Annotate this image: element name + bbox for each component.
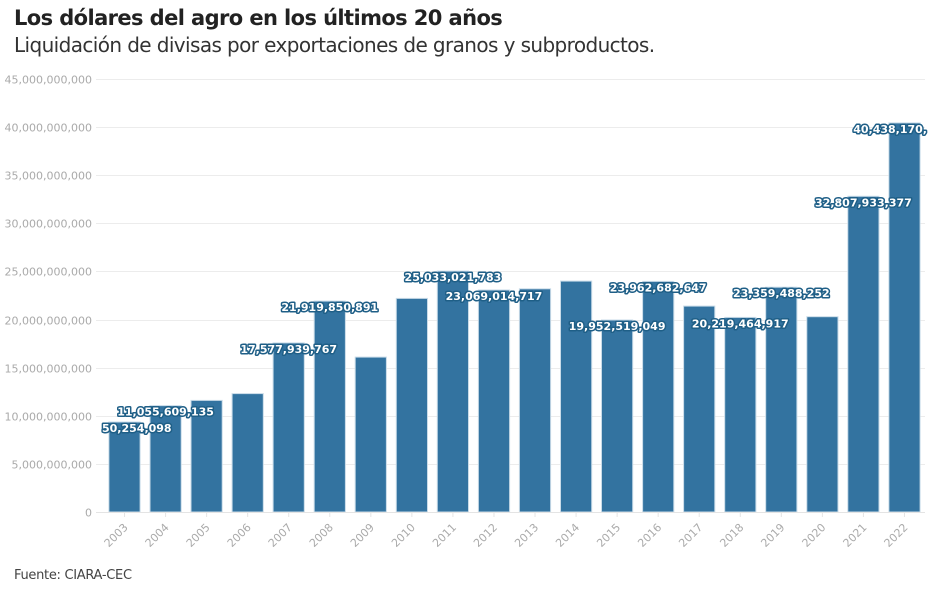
y-tick-label: 40,000,000,000 (5, 122, 92, 135)
bar-2021 (847, 195, 880, 513)
x-tick-label: 2013 (512, 521, 541, 550)
bars (108, 122, 921, 513)
x-tick-label: 2011 (430, 521, 459, 550)
y-tick-label: 0 (85, 507, 92, 520)
x-tick-label: 2018 (717, 521, 746, 550)
bar-2020 (806, 316, 839, 513)
bar-2007 (272, 342, 305, 513)
bar-2016 (642, 280, 675, 513)
x-tick-label: 2003 (102, 521, 131, 550)
bar-2022 (888, 122, 921, 513)
data-label-2022: 40,438,170, (853, 123, 927, 136)
y-tick-label: 45,000,000,000 (5, 74, 92, 87)
x-tick-label: 2007 (266, 521, 295, 550)
x-tick-label: 2005 (184, 521, 213, 550)
data-label-2007: 17,577,939,767 (240, 343, 337, 356)
data-label-2003: 50,254,098 (102, 422, 172, 435)
data-label-2019: 23,359,488,252 (733, 287, 830, 300)
x-tick-label: 2009 (348, 521, 377, 550)
data-label-2021: 32,807,933,377 (815, 196, 912, 209)
data-label-2018: 20,219,464,917 (692, 317, 789, 330)
x-tick-label: 2022 (882, 521, 911, 550)
x-tick-label: 2010 (389, 521, 418, 550)
x-tick-label: 2017 (676, 521, 705, 550)
bar-2006 (231, 393, 264, 513)
x-tick-label: 2021 (841, 521, 870, 550)
data-label-2004: 11,055,609,135 (117, 406, 214, 419)
x-tick-label: 2014 (553, 521, 582, 550)
y-tick-label: 25,000,000,000 (5, 266, 92, 279)
data-label-2012: 23,069,014,717 (446, 290, 543, 303)
source-note: Fuente: CIARA-CEC (14, 568, 132, 583)
y-tick-label: 10,000,000,000 (5, 411, 92, 424)
y-tick-label: 30,000,000,000 (5, 218, 92, 231)
y-tick-label: 15,000,000,000 (5, 363, 92, 376)
bar-2013 (518, 288, 552, 513)
bar-2017 (683, 305, 716, 513)
bar-2015 (601, 319, 634, 513)
bar-2011 (436, 270, 469, 513)
data-labels: 50,254,098 11,055,609,135 17,577,939,767 21… (101, 121, 929, 436)
x-tick-label: 2019 (758, 521, 787, 550)
x-tick-label: 2020 (800, 521, 829, 550)
data-label-2011: 25,033,021,783 (405, 271, 502, 284)
x-tick-label: 2006 (225, 521, 254, 550)
y-axis: 0 5,000,000,000 10,000,000,000 15,000,000,0… (5, 74, 92, 520)
bar-2009 (354, 356, 387, 513)
chart-subtitle: Liquidación de divisas por exportaciones… (14, 33, 655, 57)
bar-2012 (477, 289, 511, 513)
y-tick-label: 35,000,000,000 (5, 170, 92, 183)
x-tick-label: 2012 (471, 521, 500, 550)
x-tick-label: 2015 (594, 521, 623, 550)
y-tick-label: 20,000,000,000 (5, 315, 92, 328)
chart-title: Los dólares del agro en los últimos 20 a… (14, 6, 503, 30)
bar-2003 (108, 421, 141, 513)
x-tick-label: 2008 (307, 521, 336, 550)
bar-2014 (560, 280, 593, 513)
data-label-2015: 19,952,519,049 (569, 320, 666, 333)
bar-2010 (395, 297, 428, 513)
data-label-2008: 21,919,850,891 (281, 301, 378, 314)
bar-2018 (724, 316, 757, 513)
y-tick-label: 5,000,000,000 (12, 459, 92, 472)
data-label-2016: 23,962,682,647 (610, 281, 707, 294)
x-axis: 2003 2004 2005 2006 2007 2008 2009 2010 2011 2012… (96, 512, 925, 550)
bar-2008 (313, 300, 346, 513)
x-tick-label: 2016 (635, 521, 664, 550)
x-tick-label: 2004 (143, 521, 172, 550)
